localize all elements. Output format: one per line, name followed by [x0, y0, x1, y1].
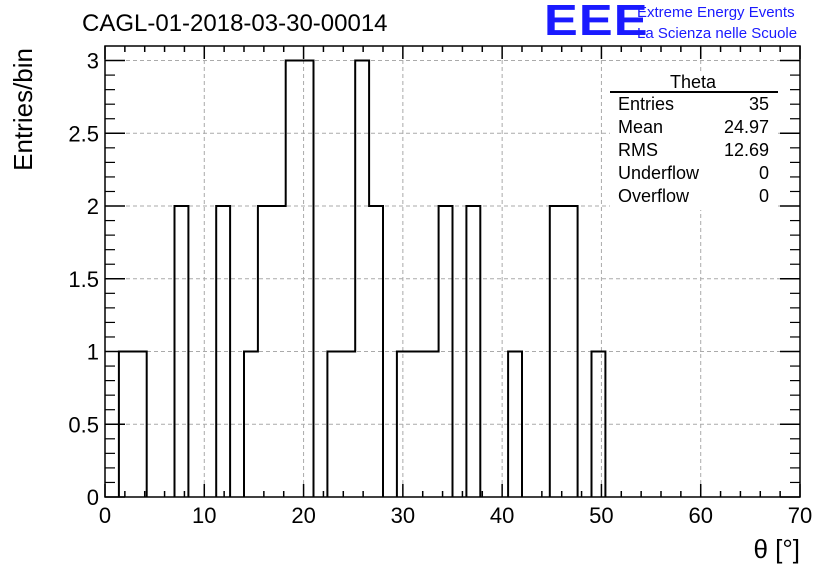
- stats-row-label: Overflow: [618, 186, 690, 206]
- stats-row-label: Mean: [618, 117, 663, 137]
- stats-row-value: 24.97: [724, 117, 769, 137]
- y-tick-label: 1: [87, 340, 99, 365]
- y-tick-label: 0: [87, 485, 99, 510]
- y-tick-label: 3: [87, 49, 99, 74]
- x-tick-label: 10: [192, 503, 216, 528]
- chart-title: CAGL-01-2018-03-30-00014: [82, 10, 388, 37]
- y-tick-label: 1.5: [68, 267, 99, 292]
- x-tick-labels: 0 10 20 30 40 50 60 70: [99, 503, 812, 528]
- x-tick-label: 50: [589, 503, 613, 528]
- x-axis-label: θ [°]: [753, 534, 800, 564]
- stats-row-value: 12.69: [724, 140, 769, 160]
- logo-caption-line2: La Scienza nelle Scuole: [637, 25, 798, 42]
- stats-rows: Entries 35 Mean 24.97 RMS 12.69 Underflow 0 Over…: [618, 94, 769, 206]
- x-tick-label: 70: [788, 503, 812, 528]
- y-tick-label: 0.5: [68, 412, 99, 437]
- stats-row-label: Entries: [618, 94, 674, 114]
- x-tick-label: 60: [688, 503, 712, 528]
- x-tick-label: 40: [490, 503, 514, 528]
- y-axis-label: Entries/bin: [8, 48, 38, 171]
- stats-row-label: Underflow: [618, 163, 700, 183]
- stats-row-value: 0: [759, 163, 769, 183]
- stats-row-value: 35: [749, 94, 769, 114]
- logo-caption-line1: Extreme Energy Events: [637, 4, 795, 21]
- y-tick-label: 2.5: [68, 121, 99, 146]
- eee-logo: EEE Extreme Energy Events La Scienza nel…: [544, 0, 834, 46]
- stats-box-title: Theta: [670, 72, 717, 92]
- stats-row-value: 0: [759, 186, 769, 206]
- x-tick-label: 0: [99, 503, 111, 528]
- stats-row-label: RMS: [618, 140, 658, 160]
- x-tick-label: 30: [391, 503, 415, 528]
- y-tick-label: 2: [87, 194, 99, 219]
- stats-box: Theta Entries 35 Mean 24.97 RMS 12.69 Underflo…: [610, 72, 778, 210]
- stats-box-background: [610, 72, 778, 210]
- plot-frame: [104, 45, 801, 498]
- logo-mark: EEE: [544, 0, 649, 45]
- y-tick-labels: 0 0.5 1 1.5 2 2.5 3: [68, 49, 99, 510]
- x-tick-label: 20: [291, 503, 315, 528]
- axis-ticks: [104, 46, 801, 498]
